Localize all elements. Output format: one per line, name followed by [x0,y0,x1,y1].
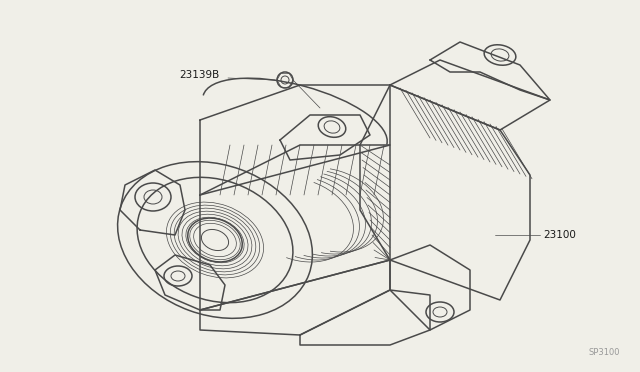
Text: 23139B: 23139B [180,70,220,80]
Text: 23100: 23100 [543,230,576,240]
Text: SP3100: SP3100 [589,348,620,357]
